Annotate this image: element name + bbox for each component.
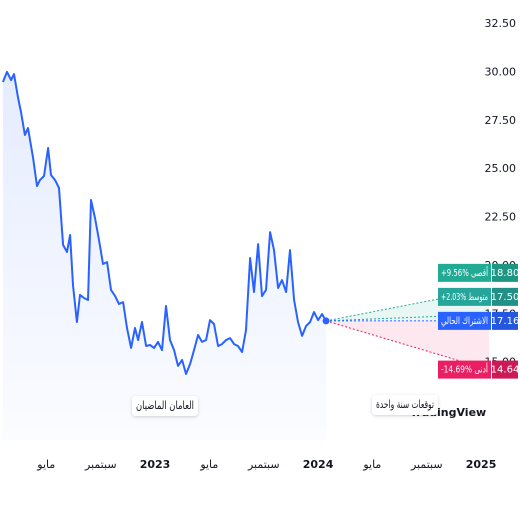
target-pill (438, 311, 491, 330)
x-tick-label: سبتمبر (247, 458, 280, 471)
x-tick-label: مايو (362, 458, 381, 471)
x-tick-label: مايو (36, 458, 55, 471)
target-pill (438, 263, 491, 282)
target-name: -14.69% أدنى (441, 363, 488, 376)
target-value-box (492, 311, 518, 330)
target-value-box (492, 263, 518, 282)
x-tick-label: سبتمبر (410, 458, 443, 471)
y-tick-label: 25.00 (485, 162, 517, 175)
target-value: 18.80 (491, 268, 520, 279)
annotation: توقعات سنة واحدة (376, 398, 434, 411)
target-pill (438, 287, 491, 306)
target-name: الاشتراك الحالي (441, 316, 488, 327)
target-value-box (492, 360, 518, 379)
target-value-shade (492, 263, 518, 282)
y-tick-label: 30.00 (485, 66, 517, 79)
annotation-box (132, 396, 198, 416)
price-area (2, 71, 327, 441)
target-value-shade (492, 360, 518, 379)
target-name: +2.03% متوسط (441, 292, 488, 303)
x-tick-label: 2023 (140, 458, 171, 471)
target-pill (438, 360, 491, 379)
price-line (1, 70, 327, 375)
target-value-shade (492, 311, 518, 330)
annotation: العامان الماضيان (136, 399, 194, 412)
target-value: 14.64 (491, 365, 520, 376)
target-name: +9.56% أقصى (441, 266, 488, 279)
y-tick-label: 27.50 (485, 114, 517, 127)
target-value-shade (492, 287, 518, 306)
annotation-box (372, 395, 438, 415)
x-tick-label: 2025 (466, 458, 497, 471)
target-value-box (492, 287, 518, 306)
y-tick-label: 32.50 (485, 17, 517, 30)
x-tick-label: 2024 (303, 458, 334, 471)
last-point (322, 317, 330, 325)
target-value: 17.50 (491, 292, 520, 303)
y-tick-label: 22.50 (485, 211, 517, 224)
forecast-line (326, 313, 490, 322)
target-value: 17.16 (491, 316, 520, 327)
x-tick-label: سبتمبر (84, 458, 117, 471)
x-tick-label: مايو (199, 458, 218, 471)
